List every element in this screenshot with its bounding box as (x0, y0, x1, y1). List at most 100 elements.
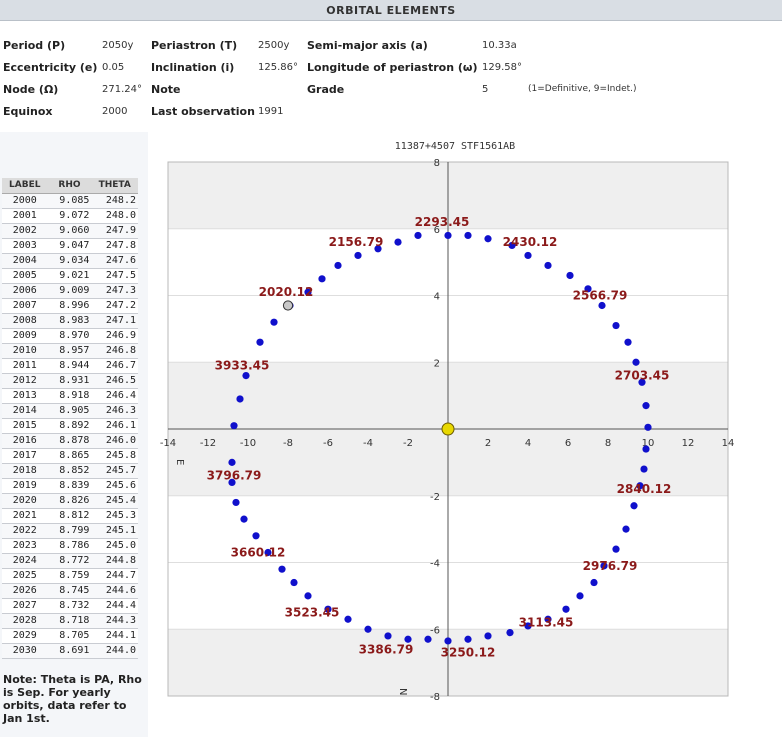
row-label-cell: 2004 (2, 253, 48, 269)
row-rho-cell: 8.839 (47, 478, 92, 494)
row-rho-cell: 8.812 (47, 508, 92, 524)
table-row: 2002 9.060 247.9 (2, 223, 138, 239)
row-theta-cell: 244.0 (91, 643, 138, 659)
y-tick-label: -8 (430, 692, 440, 703)
periastron-label: Periastron (T) (151, 39, 238, 52)
epoch-label: 3933.45 (215, 359, 270, 373)
epoch-label: 2430.12 (503, 235, 558, 249)
row-label-cell: 2030 (2, 643, 48, 659)
row-label-cell: 2015 (2, 418, 48, 434)
row-theta-cell: 245.6 (91, 478, 138, 494)
x-tick-label: -6 (323, 438, 333, 449)
orbit-point (304, 592, 312, 600)
x-tick-label: -12 (200, 438, 216, 449)
orbit-point (524, 622, 532, 630)
eccentricity-label: Eccentricity (e) (3, 61, 98, 74)
orbit-point (334, 261, 342, 270)
row-label-cell: 2026 (2, 583, 48, 599)
period-label: Period (P) (3, 39, 66, 52)
row-rho-cell: 8.957 (47, 343, 92, 359)
row-rho-cell: 9.021 (47, 268, 92, 284)
orbit-point (414, 231, 422, 240)
row-label-cell: 2009 (2, 328, 48, 344)
orbit-point (252, 532, 260, 540)
row-theta-cell: 245.4 (91, 493, 138, 509)
equinox-label: Equinox (3, 105, 53, 118)
orbit-point (632, 358, 640, 366)
orbit-point (444, 637, 452, 645)
table-row: 2006 9.009 247.3 (2, 283, 138, 299)
row-label-cell: 2007 (2, 298, 48, 314)
row-rho-cell: 9.060 (47, 223, 92, 239)
row-theta-cell: 246.9 (91, 328, 138, 344)
orbit-point (642, 402, 650, 410)
periastron-value: 2500y (258, 40, 290, 51)
row-rho-cell: 8.799 (47, 523, 92, 539)
row-rho-cell: 8.759 (47, 568, 92, 584)
x-tick-label: 2 (485, 438, 491, 449)
orbit-point (242, 372, 250, 380)
row-label-cell: 2013 (2, 388, 48, 404)
longitude-periastron-label: Longitude of periastron (ω) (307, 61, 478, 74)
x-tick-label: 8 (605, 438, 611, 449)
row-theta-cell: 248.2 (91, 193, 138, 209)
y-tick-label: -4 (430, 559, 440, 570)
x-tick-label: 4 (525, 438, 531, 449)
east-orientation-label: E (174, 459, 185, 465)
row-label-cell: 2018 (2, 463, 48, 479)
orbit-point (264, 548, 272, 557)
table-row: 2016 8.878 246.0 (2, 433, 138, 449)
row-label-cell: 2000 (2, 193, 48, 209)
orbit-point (394, 238, 402, 246)
orbit-point (590, 578, 598, 587)
orbit-point (318, 275, 326, 283)
orbit-point (384, 632, 392, 640)
x-tick-label: -4 (363, 438, 373, 449)
row-label-cell: 2019 (2, 478, 48, 494)
row-rho-cell: 8.931 (47, 373, 92, 389)
table-row: 2030 8.691 244.0 (2, 643, 138, 659)
orbit-point (524, 251, 532, 260)
table-row: 2007 8.996 247.2 (2, 298, 138, 314)
orbit-point (444, 231, 452, 240)
orbit-point (404, 635, 412, 643)
table-row: 2019 8.839 245.6 (2, 478, 138, 494)
x-tick-label: -10 (240, 438, 256, 449)
epoch-label: 2293.45 (415, 215, 470, 229)
x-tick-label: -8 (283, 438, 293, 449)
row-rho-cell: 8.918 (47, 388, 92, 404)
orbit-point (600, 562, 608, 570)
x-tick-label: 12 (682, 438, 695, 449)
table-header-row: LABEL RHO THETA (2, 178, 138, 194)
row-label-cell: 2021 (2, 508, 48, 524)
y-tick-label: 8 (434, 158, 440, 169)
x-tick-label: -14 (160, 438, 176, 449)
row-theta-cell: 246.1 (91, 418, 138, 434)
epoch-label: 2976.79 (583, 559, 638, 573)
table-row: 2014 8.905 246.3 (2, 403, 138, 419)
y-tick-label: 4 (434, 292, 440, 303)
orbit-point (228, 478, 236, 486)
equinox-value: 2000 (102, 106, 128, 117)
row-label-cell: 2012 (2, 373, 48, 389)
orbit-point (354, 251, 362, 260)
table-row: 2009 8.970 246.9 (2, 328, 138, 344)
primary-star-marker (441, 422, 455, 436)
table-row: 2025 8.759 244.7 (2, 568, 138, 584)
row-label-cell: 2014 (2, 403, 48, 419)
table-row: 2003 9.047 247.8 (2, 238, 138, 254)
row-rho-cell: 8.826 (47, 493, 92, 509)
row-label-cell: 2025 (2, 568, 48, 584)
orbit-point (576, 592, 584, 600)
row-rho-cell: 8.772 (47, 553, 92, 569)
row-rho-cell: 8.905 (47, 403, 92, 419)
row-rho-cell: 8.745 (47, 583, 92, 599)
row-rho-cell: 9.034 (47, 253, 92, 269)
semimajor-label: Semi-major axis (a) (307, 39, 428, 52)
row-label-cell: 2006 (2, 283, 48, 299)
table-row: 2008 8.983 247.1 (2, 313, 138, 329)
table-row: 2011 8.944 246.7 (2, 358, 138, 374)
row-rho-cell: 8.786 (47, 538, 92, 554)
row-rho-cell: 8.732 (47, 598, 92, 614)
orbit-point (464, 635, 472, 643)
